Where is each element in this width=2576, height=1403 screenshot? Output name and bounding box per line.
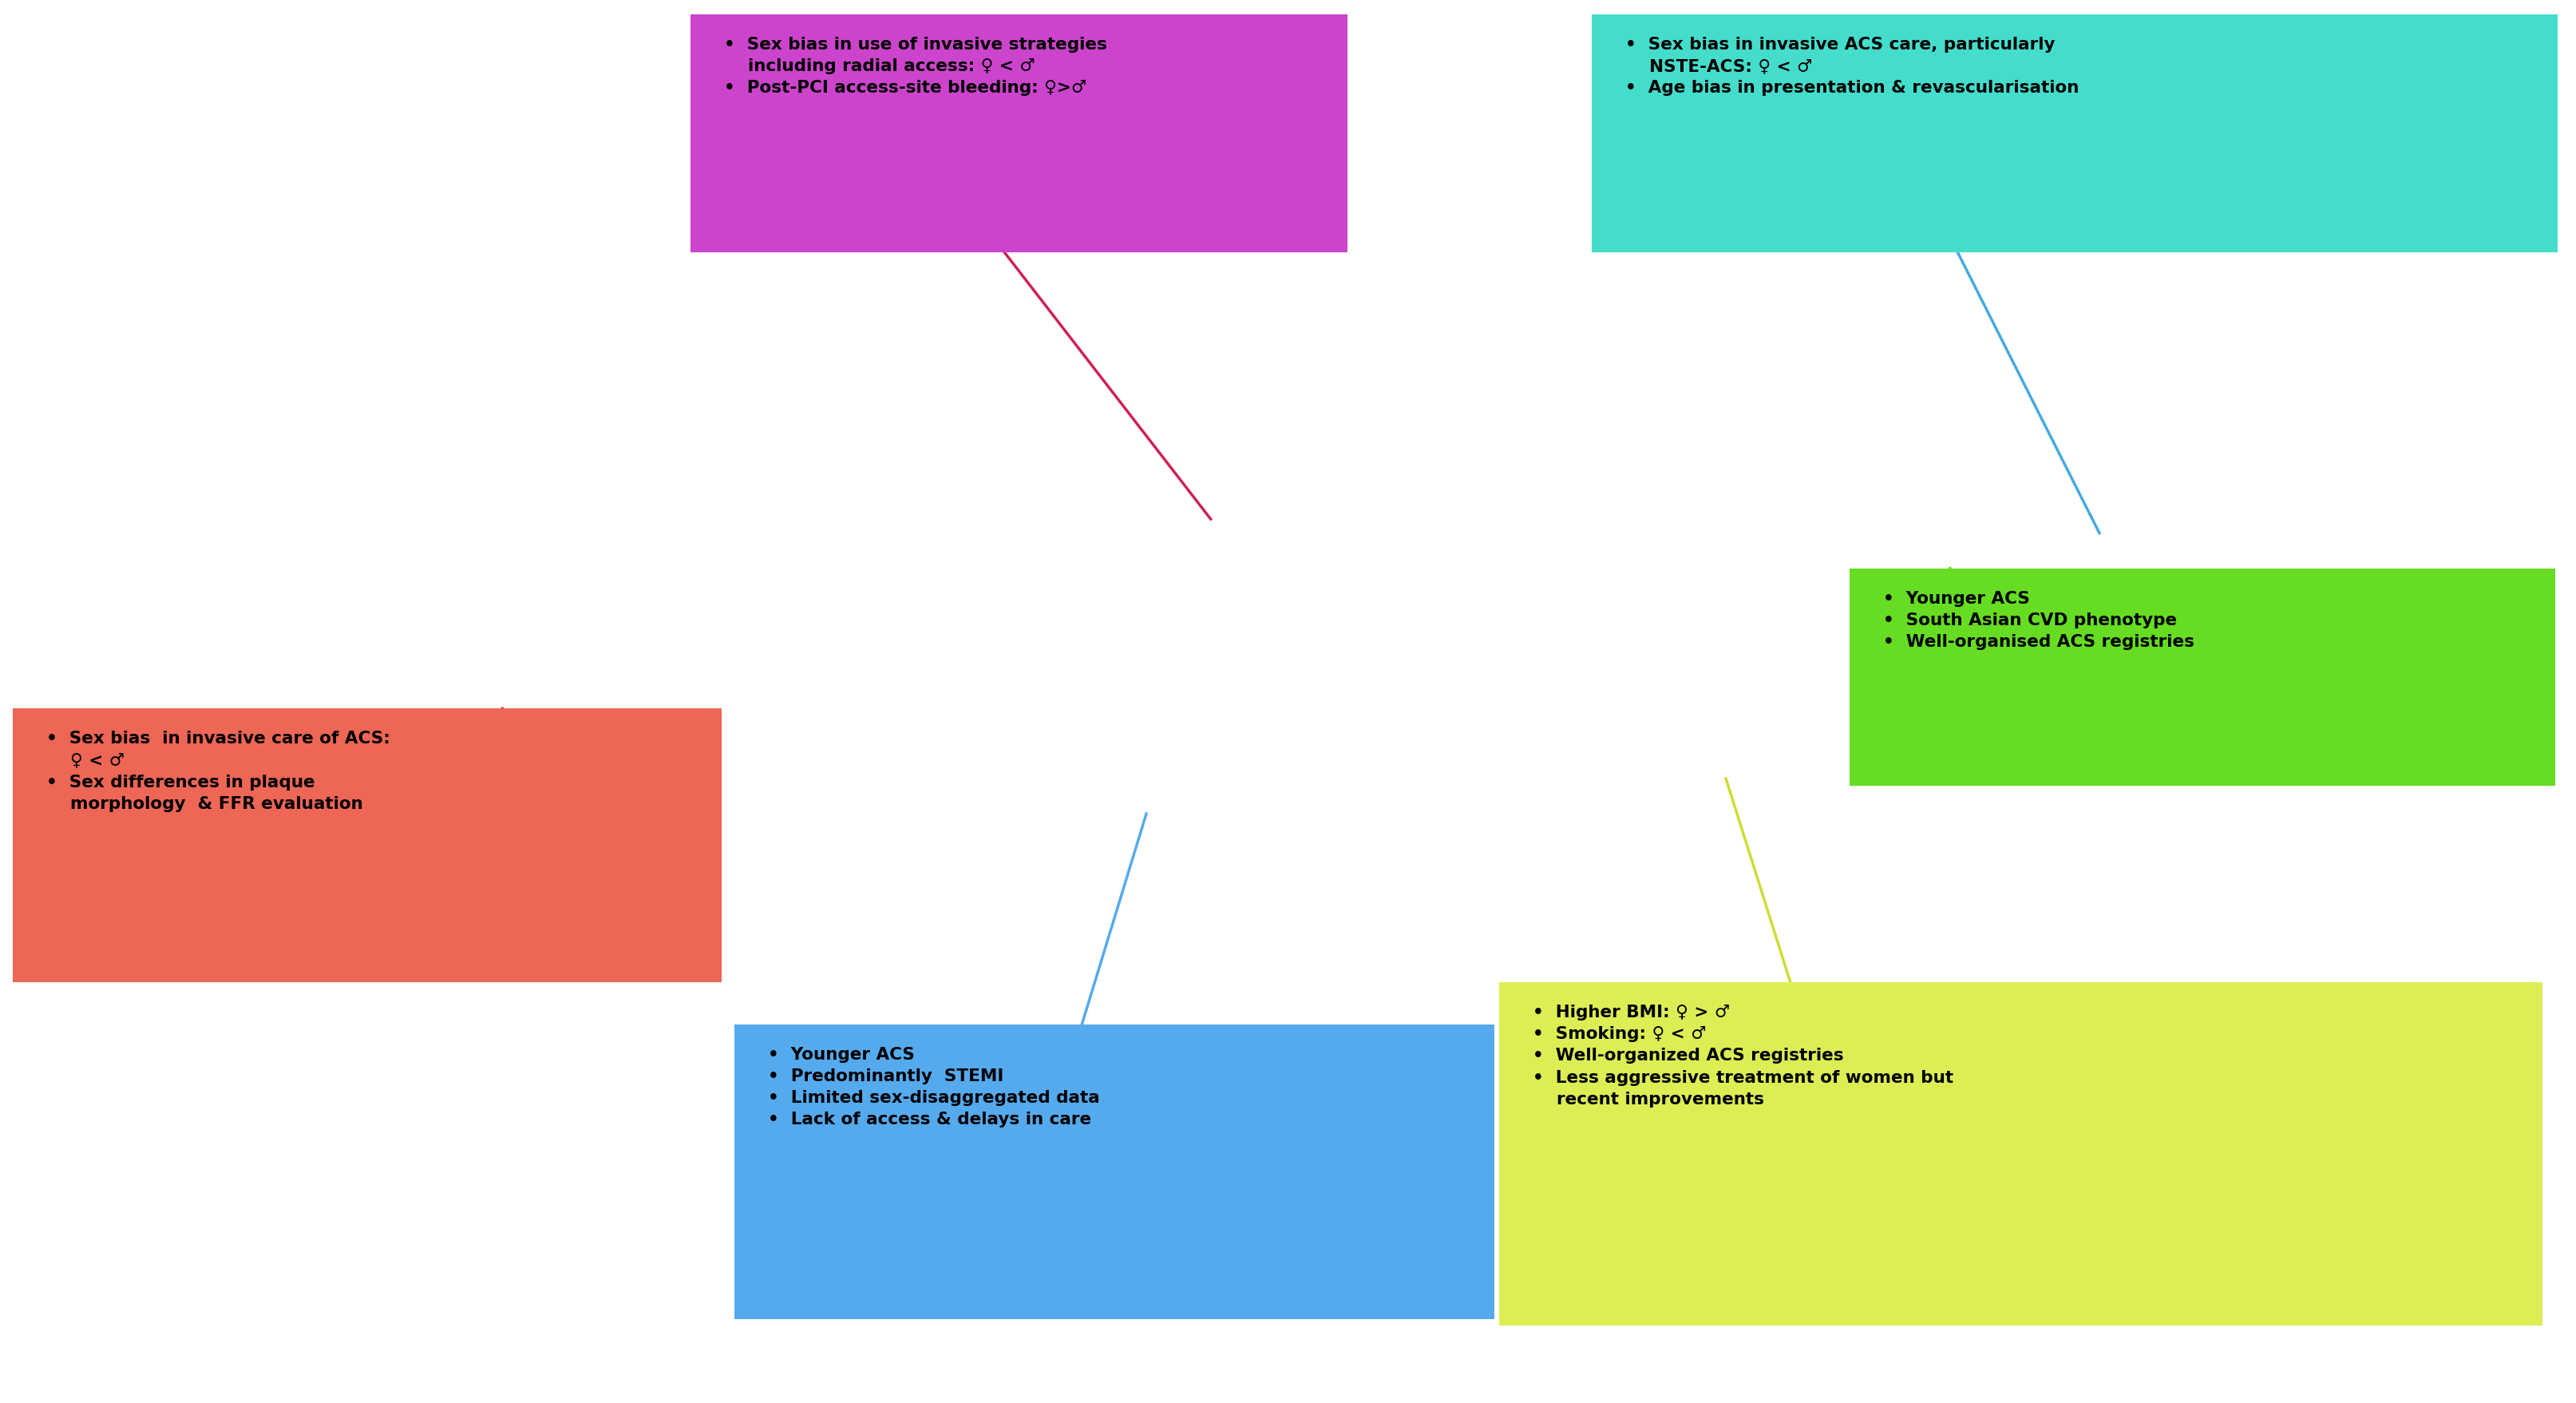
Text: •  Sex bias  in invasive care of ACS:
    ♀ < ♂
•  Sex differences in plaque
   : • Sex bias in invasive care of ACS: ♀ < …: [46, 731, 389, 812]
Text: •  Higher BMI: ♀ > ♂
•  Smoking: ♀ < ♂
•  Well-organized ACS registries
•  Less : • Higher BMI: ♀ > ♂ • Smoking: ♀ < ♂ • W…: [1533, 1005, 1953, 1107]
FancyBboxPatch shape: [690, 14, 1347, 253]
Text: •  Younger ACS
•  Predominantly  STEMI
•  Limited sex-disaggregated data
•  Lack: • Younger ACS • Predominantly STEMI • Li…: [768, 1047, 1100, 1128]
Text: •  Sex bias in invasive ACS care, particularly
    NSTE-ACS: ♀ < ♂
•  Age bias i: • Sex bias in invasive ACS care, particu…: [1625, 36, 2079, 95]
FancyBboxPatch shape: [1592, 14, 2558, 253]
FancyBboxPatch shape: [1850, 568, 2555, 786]
FancyBboxPatch shape: [1499, 982, 2543, 1326]
FancyBboxPatch shape: [13, 709, 721, 982]
Text: •  Younger ACS
•  South Asian CVD phenotype
•  Well-organised ACS registries: • Younger ACS • South Asian CVD phenotyp…: [1883, 591, 2195, 650]
Text: •  Sex bias in use of invasive strategies
    including radial access: ♀ < ♂
•  : • Sex bias in use of invasive strategies…: [724, 36, 1108, 95]
FancyBboxPatch shape: [734, 1024, 1494, 1319]
